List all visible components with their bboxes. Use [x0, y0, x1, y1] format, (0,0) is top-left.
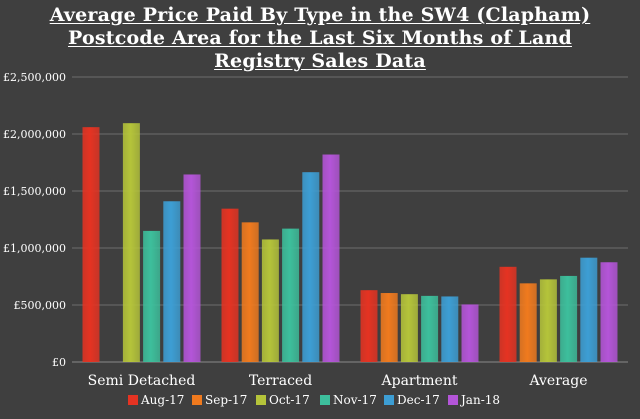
- bar: [302, 172, 320, 362]
- bar: [400, 294, 418, 362]
- bar: [183, 174, 201, 362]
- y-tick-label: £1,500,000: [3, 185, 66, 198]
- legend-swatch: [256, 395, 266, 405]
- legend-label: Oct-17: [269, 393, 310, 407]
- y-tick-label: £2,500,000: [3, 71, 66, 84]
- legend-swatch: [128, 395, 138, 405]
- y-tick-label: £2,000,000: [3, 128, 66, 141]
- bar: [580, 257, 598, 362]
- bar: [261, 239, 279, 362]
- x-tick-label: Semi Detached: [88, 373, 196, 389]
- bar: [380, 293, 398, 362]
- y-tick-label: £1,000,000: [3, 242, 66, 255]
- chart-title: Average Price Paid By Type in the SW4 (C…: [49, 4, 591, 72]
- bar: [163, 201, 181, 362]
- x-tick-label: Apartment: [381, 373, 458, 389]
- bar: [282, 228, 300, 362]
- legend-label: Nov-17: [333, 393, 377, 407]
- x-tick-label: Average: [528, 373, 587, 389]
- legend-swatch: [448, 395, 458, 405]
- bar: [82, 127, 100, 362]
- bar: [360, 290, 378, 362]
- bar: [221, 208, 239, 362]
- bar: [600, 262, 618, 362]
- bar: [122, 123, 140, 362]
- legend-label: Dec-17: [397, 393, 440, 407]
- legend-swatch: [384, 395, 394, 405]
- bar: [539, 279, 557, 362]
- legend-label: Aug-17: [140, 393, 184, 407]
- bar: [499, 266, 517, 362]
- bar: [241, 222, 259, 362]
- legend-swatch: [320, 395, 330, 405]
- legend-swatch: [192, 395, 202, 405]
- bar: [441, 296, 459, 362]
- y-tick-label: £500,000: [14, 299, 67, 312]
- x-tick-label: Terraced: [249, 373, 312, 389]
- bar: [322, 154, 340, 362]
- y-tick-label: £0: [52, 356, 66, 369]
- bar: [421, 295, 439, 362]
- bar: [461, 304, 479, 362]
- legend-label: Sep-17: [205, 393, 247, 407]
- bar: [560, 275, 578, 362]
- bar: [519, 283, 537, 362]
- legend-label: Jan-18: [459, 393, 500, 407]
- bar: [143, 230, 161, 362]
